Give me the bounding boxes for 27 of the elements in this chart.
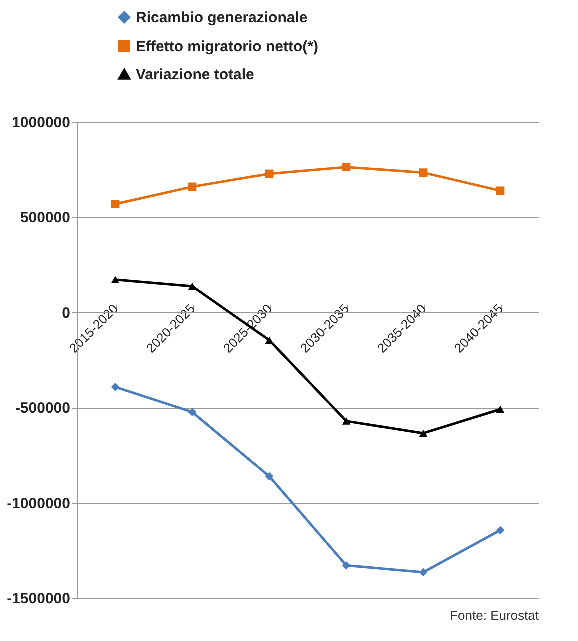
point <box>496 406 505 414</box>
point <box>111 383 120 392</box>
point <box>188 282 197 290</box>
source-note: Fonte: Eurostat <box>450 608 540 623</box>
y-tick-label: 1000000 <box>12 114 70 132</box>
point <box>496 526 505 535</box>
point <box>419 168 428 178</box>
point <box>111 200 120 208</box>
point <box>265 170 274 178</box>
point <box>265 472 274 481</box>
y-tick-label: 0 <box>62 304 70 322</box>
point <box>419 430 428 438</box>
point <box>342 418 351 425</box>
y-tick-label: 500000 <box>20 210 70 227</box>
legend-label: Variazione totale <box>136 66 254 84</box>
legend-label: Effetto migratorio netto(*) <box>136 38 318 56</box>
y-tick-label: -1500000 <box>7 590 70 608</box>
y-tick-label: -500000 <box>15 400 70 418</box>
point <box>342 561 351 570</box>
legend-label: Ricambio generazionale <box>136 10 308 26</box>
y-tick-label: -1000000 <box>7 495 70 512</box>
point <box>496 186 505 196</box>
point <box>188 408 197 417</box>
point <box>188 182 197 192</box>
point <box>419 568 428 577</box>
point <box>342 163 351 172</box>
point <box>111 276 120 284</box>
